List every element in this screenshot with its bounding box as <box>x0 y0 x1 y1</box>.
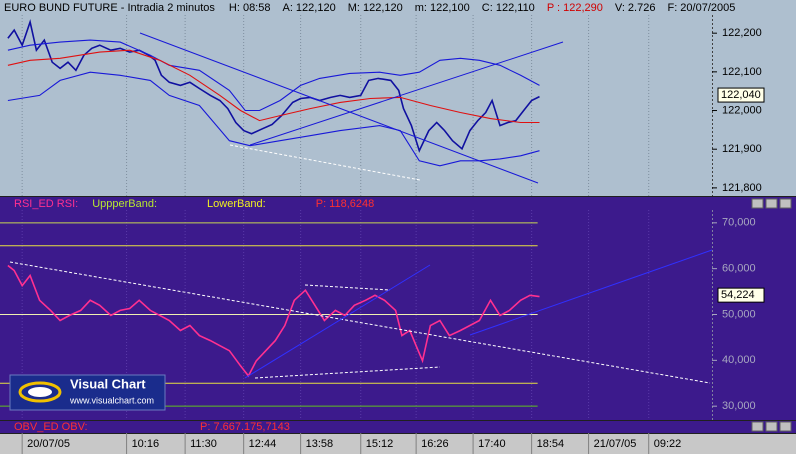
header-item: A: 122,120 <box>282 2 335 14</box>
header-item: LowerBand: <box>207 198 266 210</box>
button[interactable] <box>765 198 778 209</box>
y-tick-label: 70,000 <box>722 217 756 229</box>
y-tick-label: 30,000 <box>722 400 756 412</box>
chart-title: EURO BUND FUTURE - Intradia 2 minutos <box>4 2 215 14</box>
last-value-box <box>717 87 765 103</box>
obv-panel-bg <box>0 421 796 433</box>
x-tick-label: 13:58 <box>306 438 334 450</box>
header-item: m: 122,100 <box>415 2 470 14</box>
panel-title: OBV_ED OBV: <box>14 421 88 433</box>
header-item: V: 2.726 <box>615 2 656 14</box>
header-item: C: 122,110 <box>482 2 535 14</box>
x-tick-label: 09:22 <box>654 438 682 450</box>
x-tick-label: 21/07/05 <box>594 438 637 450</box>
logo <box>18 381 62 403</box>
button[interactable] <box>751 421 764 432</box>
y-tick-label: 121,800 <box>722 182 762 194</box>
y-tick-label: 121,900 <box>722 143 762 155</box>
series-line <box>7 19 540 153</box>
watermark: Visual Chart www.visualchart.com <box>9 374 166 411</box>
button[interactable] <box>779 198 792 209</box>
panel-title: RSI_ED RSI: <box>14 198 78 210</box>
header-item: F: 20/07/2005 <box>667 2 735 14</box>
button[interactable] <box>751 198 764 209</box>
last-value-box <box>717 287 765 303</box>
watermark-title: Visual Chart <box>70 376 146 391</box>
trendline <box>229 144 421 181</box>
trendline <box>139 32 539 184</box>
header-item: P : 122,290 <box>547 2 603 14</box>
series-line <box>7 71 540 167</box>
trendline <box>249 41 564 146</box>
x-tick-label: 11:30 <box>190 438 217 450</box>
logo <box>28 387 52 397</box>
watermark-url: www.visualchart.com <box>69 395 154 405</box>
header-item: P: 118,6248 <box>316 198 375 210</box>
series-line <box>7 39 540 112</box>
panel-subtitle: P: 7.667.175,7143 <box>200 421 290 433</box>
y-tick-label: 60,000 <box>722 263 756 275</box>
x-tick-label: 15:12 <box>366 438 394 450</box>
trendline <box>304 284 391 291</box>
trendline <box>469 249 713 336</box>
series-line <box>7 264 540 378</box>
button[interactable] <box>779 421 792 432</box>
last-value-label: 54,224 <box>721 289 755 301</box>
trendline <box>9 261 711 384</box>
header-item: UppperBand: <box>92 198 157 210</box>
time-axis-bg <box>0 433 796 454</box>
y-tick-label: 122,200 <box>722 27 762 39</box>
price-panel-bg <box>0 0 796 197</box>
button[interactable] <box>765 421 778 432</box>
header-item: H: 08:58 <box>229 2 271 14</box>
trendline <box>254 366 441 379</box>
y-tick-label: 122,100 <box>722 66 762 78</box>
trendlines <box>9 32 713 384</box>
series-line <box>7 49 540 124</box>
y-tick-label: 122,000 <box>722 104 762 116</box>
x-tick-label: 12:44 <box>249 438 277 450</box>
trendline <box>244 264 431 379</box>
x-tick-label: 20/07/05 <box>27 438 70 450</box>
x-tick-label: 17:40 <box>478 438 506 450</box>
x-tick-label: 18:54 <box>537 438 565 450</box>
header-item: M: 122,120 <box>348 2 403 14</box>
x-tick-label: 16:26 <box>421 438 449 450</box>
x-tick-label: 10:16 <box>132 438 160 450</box>
panel-buttons <box>751 198 792 432</box>
last-value-label: 122,040 <box>721 89 761 101</box>
y-tick-label: 40,000 <box>722 354 756 366</box>
y-tick-label: 50,000 <box>722 308 756 320</box>
